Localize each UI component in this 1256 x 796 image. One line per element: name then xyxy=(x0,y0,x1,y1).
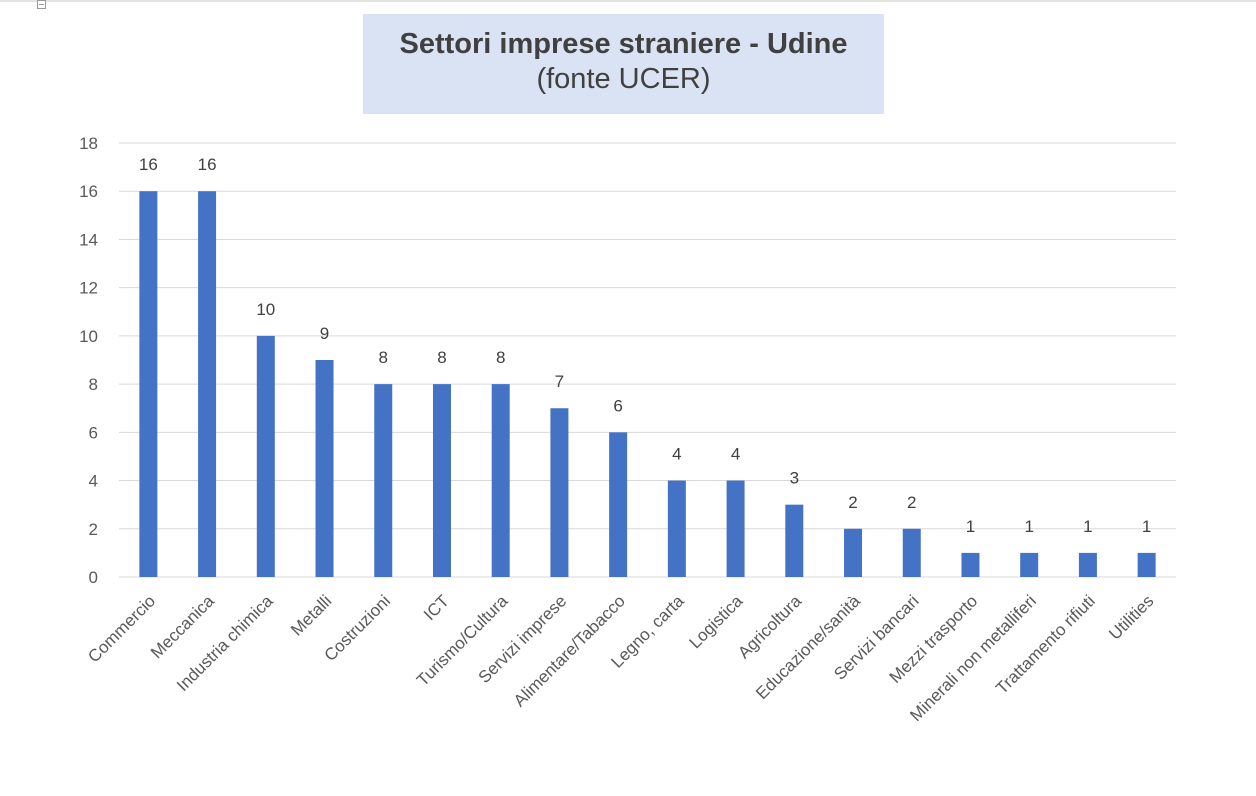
data-label: 8 xyxy=(496,348,505,367)
y-tick-label: 8 xyxy=(89,375,98,394)
bar xyxy=(198,191,217,577)
data-label: 4 xyxy=(731,445,740,464)
y-tick-label: 6 xyxy=(89,423,98,442)
bar xyxy=(1020,552,1039,577)
x-tick-label: Utilities xyxy=(1105,591,1157,643)
bar xyxy=(961,552,980,577)
bar xyxy=(315,360,334,577)
bar xyxy=(844,528,863,577)
bar xyxy=(609,432,628,577)
bar xyxy=(902,528,921,577)
x-tick-label: ICT xyxy=(420,591,453,624)
grid-lines xyxy=(119,142,1176,578)
data-label: 8 xyxy=(437,348,446,367)
data-label: 16 xyxy=(139,155,158,174)
data-label: 1 xyxy=(1024,517,1033,536)
bar xyxy=(374,384,393,577)
data-label: 6 xyxy=(613,396,622,415)
bars xyxy=(139,191,1156,577)
y-tick-label: 10 xyxy=(79,327,98,346)
bar xyxy=(1137,552,1156,577)
y-tick-label: 0 xyxy=(89,568,98,587)
y-tick-label: 4 xyxy=(89,472,98,491)
bar xyxy=(491,384,510,577)
bar xyxy=(726,480,745,577)
chart-subtitle: (fonte UCER) xyxy=(536,63,711,95)
y-tick-label: 12 xyxy=(79,279,98,298)
top-border xyxy=(0,0,1256,2)
data-label: 7 xyxy=(555,372,564,391)
y-tick-label: 2 xyxy=(89,520,98,539)
data-label: 10 xyxy=(256,300,275,319)
bar xyxy=(1078,552,1097,577)
data-label: 1 xyxy=(1083,517,1092,536)
data-label: 2 xyxy=(848,493,857,512)
data-label: 2 xyxy=(907,493,916,512)
data-labels: 16 16 10 9 8 8 8 7 6 4 4 3 2 2 1 1 1 1 xyxy=(139,155,1151,536)
y-tick-label: 14 xyxy=(79,230,98,249)
x-tick-label: Metalli xyxy=(287,591,335,639)
x-tick-label: Educazione/sanità xyxy=(752,591,864,703)
data-label: 8 xyxy=(379,348,388,367)
bar xyxy=(667,480,686,577)
bar xyxy=(256,335,275,577)
resize-handle-icon[interactable] xyxy=(37,0,46,9)
y-tick-label: 16 xyxy=(79,182,98,201)
data-label: 3 xyxy=(790,469,799,488)
chart-title-box: Settori imprese straniere - Udine (fonte… xyxy=(363,14,884,114)
bar xyxy=(432,384,451,577)
bar xyxy=(550,408,569,577)
data-label: 1 xyxy=(966,517,975,536)
chart-title: Settori imprese straniere - Udine xyxy=(399,28,848,60)
data-label: 1 xyxy=(1142,517,1151,536)
data-label: 4 xyxy=(672,445,681,464)
data-label: 16 xyxy=(198,155,217,174)
data-label: 9 xyxy=(320,324,329,343)
x-tick-label: Alimentare/Tabacco xyxy=(510,591,629,710)
x-tick-label: Trattamento rifiuti xyxy=(992,591,1099,698)
y-tick-label: 18 xyxy=(79,134,98,153)
bar xyxy=(785,504,804,577)
x-tick-label: Logistica xyxy=(686,591,747,652)
x-tick-label: Commercio xyxy=(84,591,159,666)
bar xyxy=(139,191,158,577)
y-axis-ticks: 0 2 4 6 8 10 12 14 16 18 xyxy=(79,134,98,587)
